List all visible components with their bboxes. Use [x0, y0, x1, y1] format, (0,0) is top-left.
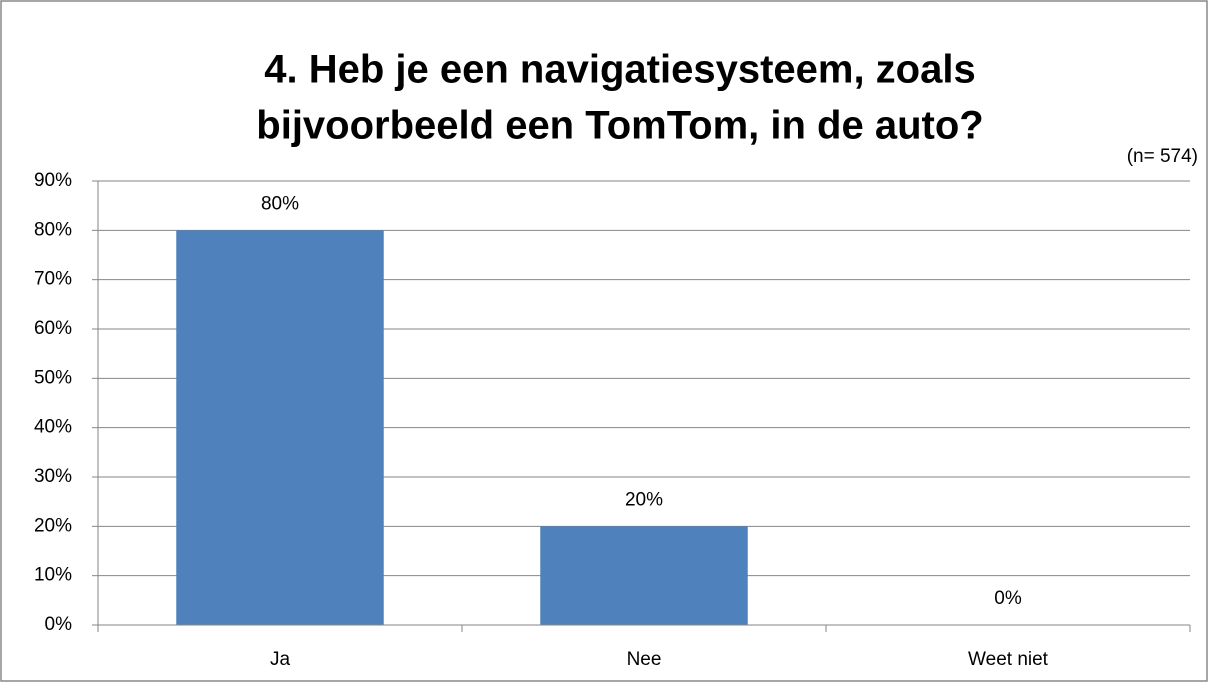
y-tick-label: 80%	[34, 219, 72, 240]
data-label: 0%	[994, 588, 1022, 609]
y-tick-label: 90%	[34, 170, 72, 191]
sample-size: (n= 574)	[1127, 146, 1198, 167]
y-tick-label: 30%	[34, 466, 72, 487]
x-tick-label: Nee	[627, 649, 662, 670]
y-tick-label: 50%	[34, 367, 72, 388]
y-tick-label: 20%	[34, 515, 72, 536]
data-label: 80%	[261, 193, 299, 214]
x-tick-label: Ja	[270, 649, 291, 670]
bar	[540, 526, 748, 625]
y-tick-label: 0%	[45, 614, 73, 635]
chart-title: bijvoorbeeld een TomTom, in de auto?	[256, 104, 983, 148]
y-tick-label: 60%	[34, 318, 72, 339]
y-tick-label: 10%	[34, 565, 72, 586]
y-tick-label: 40%	[34, 417, 72, 438]
y-tick-label: 70%	[34, 269, 72, 290]
data-label: 20%	[625, 489, 663, 510]
chart-title: 4. Heb je een navigatiesysteem, zoals	[264, 48, 975, 92]
x-tick-label: Weet niet	[968, 649, 1049, 670]
bar	[176, 230, 384, 626]
